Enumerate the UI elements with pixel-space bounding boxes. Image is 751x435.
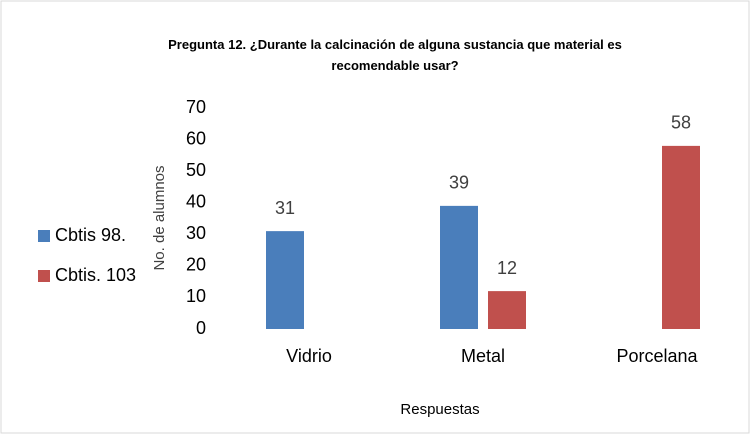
- y-tick-label: 70: [186, 97, 206, 117]
- y-tick-label: 40: [186, 191, 206, 211]
- y-tick-label: 20: [186, 255, 206, 275]
- bar: [662, 145, 700, 329]
- bar: [488, 291, 526, 329]
- y-tick-label: 0: [196, 318, 206, 338]
- x-tick-label: Porcelana: [616, 346, 698, 366]
- data-label: 12: [497, 258, 517, 278]
- data-label: 58: [671, 113, 691, 133]
- x-tick-label: Metal: [461, 346, 505, 366]
- bar: [440, 205, 478, 329]
- y-tick-label: 60: [186, 128, 206, 148]
- bar: [266, 231, 304, 329]
- legend-label: Cbtis 98.: [55, 225, 126, 245]
- data-label: 39: [449, 173, 469, 193]
- legend-swatch: [38, 270, 50, 282]
- x-tick-label: Vidrio: [286, 346, 332, 366]
- y-tick-label: 30: [186, 223, 206, 243]
- y-tick-label: 10: [186, 286, 206, 306]
- data-label: 31: [275, 198, 295, 218]
- x-axis-title: Respuestas: [400, 401, 479, 418]
- y-tick-label: 50: [186, 160, 206, 180]
- chart-title: Pregunta 12. ¿Durante la calcinación de …: [168, 37, 622, 73]
- legend-swatch: [38, 230, 50, 242]
- legend-label: Cbtis. 103: [55, 265, 136, 285]
- y-axis-title: No. de alumnos: [151, 165, 168, 270]
